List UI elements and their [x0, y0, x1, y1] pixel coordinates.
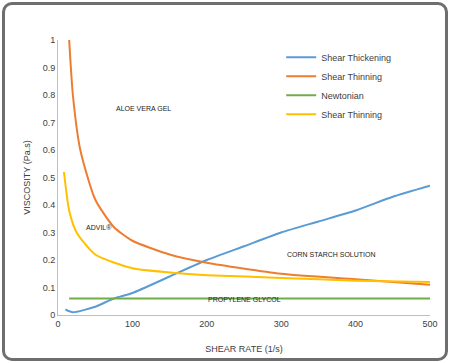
svg-text:0.4: 0.4 [43, 200, 56, 210]
svg-text:0.9: 0.9 [43, 63, 56, 73]
svg-text:0: 0 [55, 319, 60, 329]
svg-text:100: 100 [125, 319, 140, 329]
svg-text:0.3: 0.3 [43, 228, 56, 238]
svg-text:500: 500 [422, 319, 437, 329]
svg-text:0.7: 0.7 [43, 118, 56, 128]
svg-text:0.5: 0.5 [43, 173, 56, 183]
svg-text:200: 200 [199, 319, 214, 329]
svg-text:400: 400 [348, 319, 363, 329]
svg-text:300: 300 [274, 319, 289, 329]
svg-text:Shear Thickening: Shear Thickening [321, 53, 391, 63]
svg-text:Newtonian: Newtonian [321, 91, 364, 101]
svg-text:0.2: 0.2 [43, 255, 56, 265]
svg-text:VISCOSITY (Pa.s): VISCOSITY (Pa.s) [22, 140, 32, 214]
svg-text:0.8: 0.8 [43, 90, 56, 100]
svg-text:CORN STARCH SOLUTION: CORN STARCH SOLUTION [287, 251, 376, 258]
svg-text:0: 0 [50, 310, 55, 320]
svg-text:ADVIL®: ADVIL® [86, 224, 112, 231]
svg-text:ALOE VERA GEL: ALOE VERA GEL [116, 105, 171, 112]
svg-text:1: 1 [50, 35, 55, 45]
svg-text:SHEAR RATE (1/s): SHEAR RATE (1/s) [205, 344, 282, 354]
svg-text:Shear Thinning: Shear Thinning [321, 72, 382, 82]
svg-text:0.6: 0.6 [43, 145, 56, 155]
svg-text:PROPYLENE GLYCOL: PROPYLENE GLYCOL [208, 296, 281, 303]
svg-text:Shear Thinning: Shear Thinning [321, 110, 382, 120]
svg-text:0.1: 0.1 [43, 283, 56, 293]
